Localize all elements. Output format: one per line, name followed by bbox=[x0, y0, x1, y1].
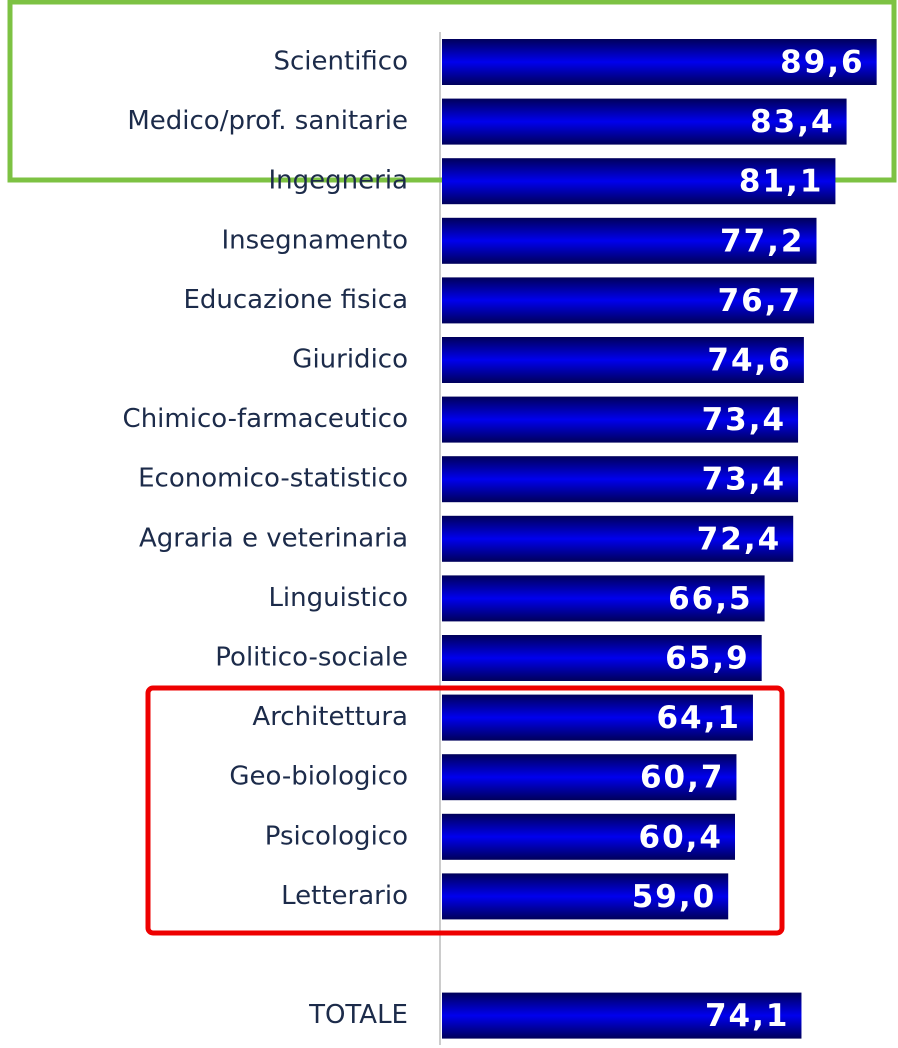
value-label: 64,1 bbox=[656, 700, 741, 736]
bar bbox=[442, 754, 737, 801]
category-label: Psicologico bbox=[265, 821, 408, 851]
category-label: Politico-sociale bbox=[215, 643, 408, 673]
value-label: 76,7 bbox=[718, 283, 803, 319]
value-label: 65,9 bbox=[665, 641, 750, 677]
bar bbox=[442, 515, 794, 562]
category-label: Medico/prof. sanitarie bbox=[127, 106, 408, 136]
category-label: TOTALE bbox=[308, 1000, 408, 1030]
category-label: Agraria e veterinaria bbox=[139, 523, 408, 553]
bar bbox=[442, 158, 836, 205]
value-label: 81,1 bbox=[739, 164, 824, 200]
value-label: 89,6 bbox=[780, 45, 865, 81]
bar bbox=[442, 813, 736, 860]
bar bbox=[442, 39, 877, 85]
category-label: Economico-statistico bbox=[138, 464, 408, 494]
bar bbox=[442, 694, 753, 741]
bar bbox=[442, 277, 815, 324]
value-label: 60,4 bbox=[639, 819, 724, 855]
bar bbox=[442, 456, 799, 503]
category-label: Letterario bbox=[281, 881, 408, 911]
value-label: 83,4 bbox=[750, 104, 835, 140]
category-label: Geo-biologico bbox=[229, 762, 408, 792]
bar bbox=[442, 635, 762, 681]
bar bbox=[442, 337, 804, 383]
value-label: 60,7 bbox=[640, 760, 725, 796]
value-label: 74,6 bbox=[707, 343, 792, 379]
category-label: Insegnamento bbox=[221, 225, 408, 255]
value-label: 77,2 bbox=[720, 223, 805, 259]
value-label: 74,1 bbox=[705, 998, 790, 1034]
highlight-box-bottom bbox=[145, 685, 785, 936]
value-label: 73,4 bbox=[702, 402, 787, 438]
category-label: Scientifico bbox=[274, 47, 409, 77]
bar bbox=[442, 217, 817, 264]
bar bbox=[442, 98, 847, 145]
category-label: Educazione fisica bbox=[183, 285, 408, 315]
category-label: Chimico-farmaceutico bbox=[123, 404, 408, 434]
category-label: Giuridico bbox=[292, 345, 408, 375]
bar bbox=[442, 396, 799, 443]
value-label: 66,5 bbox=[668, 581, 753, 617]
category-label: Ingegneria bbox=[269, 166, 408, 196]
value-label: 73,4 bbox=[702, 462, 787, 498]
bar bbox=[442, 873, 729, 920]
value-label: 72,4 bbox=[697, 521, 782, 557]
category-label: Linguistico bbox=[268, 583, 408, 613]
value-label: 59,0 bbox=[632, 879, 717, 915]
category-label: Architettura bbox=[252, 702, 408, 732]
highlight-box-top bbox=[7, 0, 897, 183]
bar bbox=[442, 575, 765, 622]
bar bbox=[442, 992, 802, 1039]
